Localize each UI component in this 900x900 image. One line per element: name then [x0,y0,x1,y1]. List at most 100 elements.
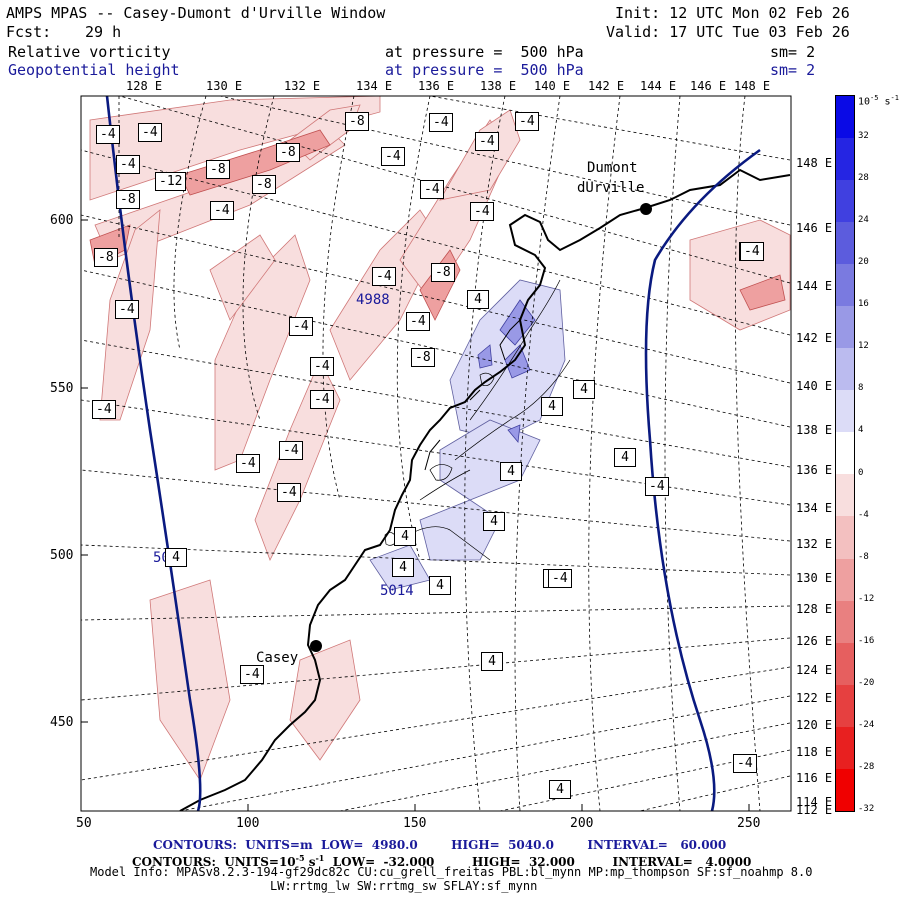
colorbar-tick-label: 32 [858,131,869,142]
coastline-inner [424,319,521,471]
longitude-label: 140 E [534,79,571,93]
longitude-label: 130 E [206,79,243,93]
vorticity-value-label: 4 [500,462,522,481]
colorbar-swatch [836,726,854,769]
vorticity-value-label: 4 [573,380,595,399]
vorticity-value-label: 4 [392,558,414,577]
negative-vorticity-shading [89,96,791,781]
vorticity-value-label: -4 [645,477,669,496]
colorbar-swatch [836,348,854,391]
colorbar-swatch [836,306,854,349]
longitude-label: 122 E [796,691,833,705]
vorticity-contours [384,279,571,561]
colorbar-swatch [836,474,854,517]
height-label: 5014 [380,583,414,599]
colorbar-tick-label: -20 [858,677,875,688]
vorticity-value-label: -4 [277,483,301,502]
longitude-label: 146 E [690,79,727,93]
vorticity-value-label: -12 [155,172,187,191]
coastline [179,168,791,811]
colorbar-swatch [836,432,854,475]
longitude-label: 136 E [796,463,833,477]
vorticity-value-label: -4 [475,132,499,151]
vorticity-value-label: 4 [541,397,563,416]
vorticity-value-label: -4 [138,123,162,142]
x-tick-label: 250 [737,816,761,831]
x-tick-label: 150 [403,816,427,831]
y-tick-label: 550 [50,381,74,396]
colorbar-swatch [836,390,854,433]
forecast-label: Fcst: [6,23,52,41]
field2-smoothing: sm= 2 [770,61,816,79]
longitude-label: 130 E [796,571,833,585]
vorticity-value-label: -4 [372,267,396,286]
map-content [81,96,791,811]
vorticity-value-label: -4 [310,357,334,376]
longitude-label: 118 E [796,745,833,759]
vorticity-value-label: -4 [548,569,572,588]
vorticity-value-label: -4 [420,180,444,199]
vorticity-value-label: -8 [252,175,276,194]
vorticity-value-label: -8 [94,248,118,267]
axis-ticks [80,219,750,811]
valid-time: Valid: 17 UTC Tue 03 Feb 26 [606,23,850,41]
height-contour-info: CONTOURS: UNITS=m LOW= 4980.0 HIGH= 5040… [153,838,727,852]
colorbar-swatch [836,684,854,727]
colorbar-swatch [836,768,854,811]
vorticity-value-label: -4 [310,390,334,409]
y-tick-label: 600 [50,213,74,228]
vorticity-value-label: -4 [289,317,313,336]
colorbar-unit-label: 10-5 s-1 [858,94,899,108]
vorticity-value-label: -8 [431,263,455,282]
longitude-label: 132 E [284,79,321,93]
place-label-durville: dUrville [577,180,645,196]
longitude-label: 134 E [796,501,833,515]
longitude-label: 112 E [796,803,833,817]
longitude-label: 138 E [480,79,517,93]
colorbar-swatch [836,600,854,643]
colorbar-tick-label: 16 [858,299,869,310]
field1-smoothing: sm= 2 [770,43,816,61]
longitude-label: 144 E [640,79,677,93]
field1-level: at pressure = 500 hPa [385,43,584,61]
dumont-durville-station-dot [640,203,652,215]
field2-name: Geopotential height [8,61,180,79]
longitude-label: 142 E [588,79,625,93]
vorticity-value-label: -4 [116,155,140,174]
vorticity-value-label: -4 [406,312,430,331]
longitude-label: 136 E [418,79,455,93]
longitude-label: 124 E [796,663,833,677]
longitude-label: 120 E [796,718,833,732]
vorticity-value-label: 4 [614,448,636,467]
longitude-label: 148 E [734,79,771,93]
vorticity-value-label: -8 [206,160,230,179]
y-tick-label: 500 [50,548,74,563]
model-info: Model Info: MPASv8.2.3-194-gf29dc82c CU:… [90,865,813,879]
colorbar-swatch [836,558,854,601]
forecast-hour: 29 h [85,23,122,41]
plot-title: AMPS MPAS -- Casey-Dumont d'Urville Wind… [6,4,386,22]
colorbar-tick-label: -16 [858,635,875,646]
vorticity-value-label: -4 [381,147,405,166]
vorticity-value-label: -4 [236,454,260,473]
vorticity-value-label: -8 [116,190,140,209]
colorbar-tick-label: 24 [858,215,869,226]
longitude-label: 126 E [796,634,833,648]
x-tick-label: 50 [76,816,92,831]
longitude-label: 134 E [356,79,393,93]
colorbar-swatch [836,222,854,265]
colorbar-tick-label: 4 [858,425,864,436]
longitude-label: 128 E [126,79,163,93]
colorbar-tick-label: -32 [858,804,875,814]
vorticity-value-label: 4 [467,290,489,309]
field1-name: Relative vorticity [8,43,171,61]
vorticity-value-label: -4 [515,112,539,131]
colorbar-tick-label: 8 [858,383,864,394]
longitude-label: 140 E [796,379,833,393]
plot-frame [80,95,792,812]
vorticity-value-label: -4 [279,441,303,460]
height-label: 4988 [356,292,390,308]
longitude-label: 132 E [796,537,833,551]
vorticity-value-label: -4 [733,754,757,773]
vorticity-value-label: 4 [483,512,505,531]
